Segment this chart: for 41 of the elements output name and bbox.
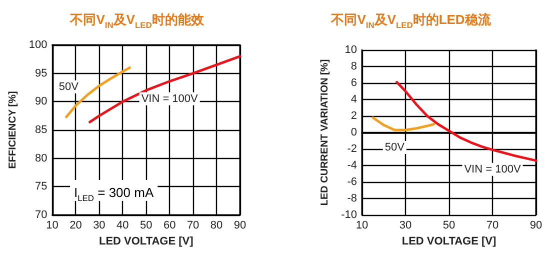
y-axis-title: LED CURRENT VARIATION [%] bbox=[320, 59, 331, 206]
x-tick-label: 90 bbox=[530, 220, 542, 232]
y-tick-label: 95 bbox=[35, 67, 48, 80]
y-tick-label: -8 bbox=[347, 192, 357, 204]
x-tick-label: 80 bbox=[210, 220, 223, 232]
x-tick-label: 50 bbox=[140, 220, 152, 232]
y-tick-label: 100 bbox=[28, 39, 48, 51]
y-tick-label: 4 bbox=[350, 94, 357, 106]
y-tick-label: 6 bbox=[350, 77, 357, 89]
y-tick-label: 90 bbox=[35, 96, 48, 108]
y-tick-label: -4 bbox=[347, 160, 357, 172]
y-tick-label: 0 bbox=[350, 126, 357, 138]
x-tick-label: 20 bbox=[70, 220, 82, 232]
x-tick-label: 90 bbox=[234, 220, 246, 232]
series-label: 50V bbox=[58, 80, 80, 93]
x-axis-title: LED VOLTAGE [V] bbox=[402, 235, 496, 248]
line-series bbox=[88, 55, 242, 124]
y-tick-label: 8 bbox=[350, 60, 357, 72]
y-tick-label: 75 bbox=[35, 180, 48, 193]
x-tick-label: 30 bbox=[93, 220, 106, 232]
y-tick-label: 2 bbox=[350, 110, 357, 122]
line-series bbox=[372, 116, 436, 132]
y-tick-label: -10 bbox=[341, 209, 357, 221]
y-tick-label: -2 bbox=[347, 143, 357, 155]
y-axis-title: EFFICIENCY [%] bbox=[8, 91, 18, 169]
series-label: 50V bbox=[384, 142, 406, 154]
series-label: VIN = 100V bbox=[464, 163, 522, 176]
y-tick-label: 70 bbox=[35, 209, 48, 221]
y-tick-label: 85 bbox=[35, 124, 48, 136]
x-axis-title: LED VOLTAGE [V] bbox=[98, 235, 194, 248]
x-tick-label: 30 bbox=[399, 220, 412, 232]
x-tick-label: 50 bbox=[442, 220, 456, 232]
series-label: VIN = 100V bbox=[141, 92, 199, 105]
y-tick-label: 80 bbox=[35, 152, 48, 164]
x-tick-label: 70 bbox=[486, 220, 499, 232]
x-tick-label: 10 bbox=[46, 220, 58, 232]
x-tick-label: 70 bbox=[186, 220, 200, 232]
y-tick-label: -6 bbox=[347, 176, 357, 188]
x-tick-label: 60 bbox=[163, 220, 176, 232]
y-tick-label: 10 bbox=[344, 44, 357, 56]
x-tick-label: 40 bbox=[116, 220, 129, 232]
